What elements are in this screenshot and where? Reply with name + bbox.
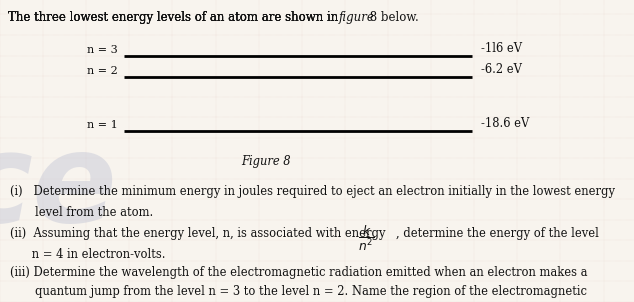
- Text: n = 1: n = 1: [86, 120, 117, 130]
- Text: 8 below.: 8 below.: [366, 11, 419, 24]
- Text: figure: figure: [339, 11, 375, 24]
- Text: (iii) Determine the wavelength of the electromagnetic radiation emitted when an : (iii) Determine the wavelength of the el…: [10, 266, 587, 279]
- Text: $\dfrac{k}{n^2}$: $\dfrac{k}{n^2}$: [358, 224, 373, 253]
- Text: -18.6 eV: -18.6 eV: [481, 117, 529, 130]
- Text: Figure 8: Figure 8: [242, 155, 291, 168]
- Text: n = 4 in electron-volts.: n = 4 in electron-volts.: [10, 248, 165, 261]
- Text: -1l6 eV: -1l6 eV: [481, 42, 522, 55]
- Text: The three lowest energy levels of an atom are shown in: The three lowest energy levels of an ato…: [8, 11, 342, 24]
- Text: n = 2: n = 2: [86, 66, 117, 76]
- Text: level from the atom.: level from the atom.: [35, 206, 153, 219]
- Text: (ii)  Assuming that the energy level, n, is associated with energy: (ii) Assuming that the energy level, n, …: [10, 227, 389, 240]
- Text: The three lowest energy levels of an atom are shown in: The three lowest energy levels of an ato…: [8, 11, 342, 24]
- Text: quantum jump from the level n = 3 to the level n = 2. Name the region of the ele: quantum jump from the level n = 3 to the…: [35, 285, 587, 298]
- Text: , determine the energy of the level: , determine the energy of the level: [396, 227, 598, 240]
- Text: (i)   Determine the minimum energy in joules required to eject an electron initi: (i) Determine the minimum energy in joul…: [10, 185, 614, 198]
- Text: ce: ce: [0, 127, 117, 248]
- Text: The three lowest energy levels of an atom are shown in: The three lowest energy levels of an ato…: [8, 11, 342, 24]
- Text: n = 3: n = 3: [86, 45, 117, 55]
- Text: -6.2 eV: -6.2 eV: [481, 63, 521, 76]
